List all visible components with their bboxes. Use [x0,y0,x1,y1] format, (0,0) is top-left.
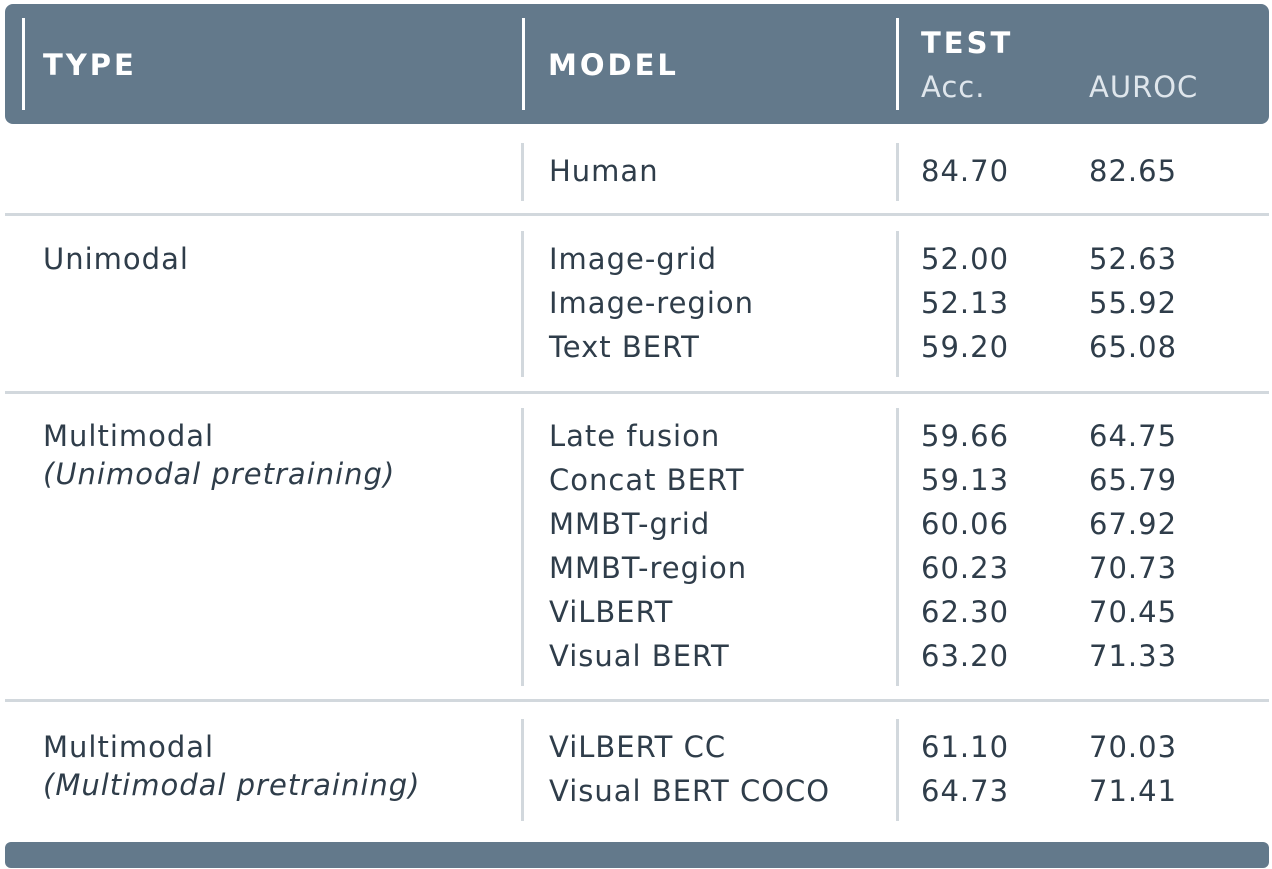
auroc-value-cell: 82.65 [1089,154,1178,188]
model-name-cell: MMBT-grid [549,507,711,541]
test-column-divider [896,719,899,821]
group-type-label: Multimodal [43,419,215,453]
model-name-cell: Image-grid [549,242,718,276]
model-name-cell: Concat BERT [549,463,745,497]
auroc-value-cell: 71.41 [1089,774,1178,808]
auroc-value-cell: 70.45 [1089,595,1178,629]
model-column-divider [521,719,524,821]
auroc-value-cell: 65.08 [1089,330,1178,364]
model-name-cell: ViLBERT [549,595,674,629]
group-divider [5,213,1269,216]
test-column-divider [896,408,899,686]
acc-value-cell: 84.70 [921,154,1010,188]
acc-value-cell: 59.13 [921,463,1010,497]
acc-value-cell: 60.23 [921,551,1010,585]
auroc-value-cell: 70.03 [1089,730,1178,764]
header-divider-type [22,18,25,110]
model-name-cell: ViLBERT CC [549,730,727,764]
acc-value-cell: 59.66 [921,419,1010,453]
auroc-value-cell: 55.92 [1089,286,1178,320]
acc-value-cell: 61.10 [921,730,1010,764]
acc-value-cell: 64.73 [921,774,1010,808]
acc-value-cell: 52.13 [921,286,1010,320]
group-subtype-label: (Unimodal pretraining) [43,457,396,491]
acc-value-cell: 63.20 [921,639,1010,673]
auroc-value-cell: 64.75 [1089,419,1178,453]
group-subtype-label: (Multimodal pretraining) [43,768,421,802]
model-name-cell: Visual BERT [549,639,730,673]
group-divider [5,391,1269,394]
acc-value-cell: 52.00 [921,242,1010,276]
auroc-value-cell: 67.92 [1089,507,1178,541]
model-name-cell: Visual BERT COCO [549,774,831,808]
acc-value-cell: 59.20 [921,330,1010,364]
model-name-cell: Image-region [549,286,755,320]
auroc-value-cell: 70.73 [1089,551,1178,585]
column-header-model: MODEL [548,48,679,82]
column-header-acc: Acc. [921,70,986,104]
header-divider-model [522,18,525,110]
column-header-test: TEST [921,26,1014,60]
group-type-label: Unimodal [43,242,189,276]
auroc-value-cell: 52.63 [1089,242,1178,276]
acc-value-cell: 60.06 [921,507,1010,541]
model-column-divider [521,231,524,377]
model-name-cell: Late fusion [549,419,721,453]
test-column-divider [896,231,899,377]
column-header-auroc: AUROC [1089,70,1199,104]
model-column-divider [521,143,524,201]
table-footer-bar [5,842,1269,868]
auroc-value-cell: 65.79 [1089,463,1178,497]
header-divider-test [896,18,899,110]
table-header: TYPE MODEL TEST Acc. AUROC [5,4,1269,124]
auroc-value-cell: 71.33 [1089,639,1178,673]
model-name-cell: Text BERT [549,330,700,364]
model-name-cell: MMBT-region [549,551,748,585]
acc-value-cell: 62.30 [921,595,1010,629]
group-type-label: Multimodal [43,730,215,764]
column-header-type: TYPE [43,48,137,82]
model-name-cell: Human [549,154,659,188]
group-divider [5,699,1269,702]
model-column-divider [521,408,524,686]
test-column-divider [896,143,899,201]
